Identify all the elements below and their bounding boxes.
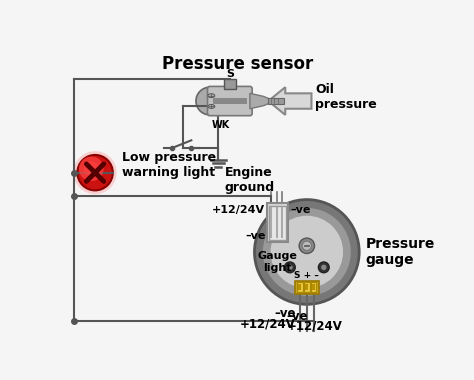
Polygon shape	[268, 87, 311, 115]
Text: S + –: S + –	[293, 271, 319, 280]
Circle shape	[287, 264, 292, 270]
Text: Low pressure
warning light: Low pressure warning light	[122, 151, 216, 179]
Circle shape	[270, 215, 344, 289]
Circle shape	[83, 161, 99, 176]
Text: –ve: –ve	[245, 231, 265, 241]
Ellipse shape	[208, 105, 215, 108]
Circle shape	[284, 262, 295, 273]
Circle shape	[73, 151, 117, 194]
Circle shape	[87, 165, 95, 173]
Circle shape	[299, 238, 315, 253]
Text: +12/24V: +12/24V	[287, 319, 343, 332]
Bar	[298, 283, 301, 290]
Text: –ve: –ve	[274, 307, 296, 320]
Text: +12/24V: +12/24V	[212, 204, 265, 215]
Text: Pressure
gauge: Pressure gauge	[365, 237, 435, 267]
Bar	[267, 203, 288, 242]
Bar	[269, 206, 286, 240]
Ellipse shape	[208, 94, 215, 98]
Bar	[213, 98, 247, 104]
FancyBboxPatch shape	[208, 86, 252, 116]
Circle shape	[302, 241, 311, 250]
Bar	[312, 283, 315, 290]
Bar	[268, 98, 284, 104]
Circle shape	[255, 200, 359, 304]
Bar	[294, 281, 319, 293]
Bar	[224, 79, 236, 89]
Text: S: S	[226, 69, 234, 79]
Bar	[305, 283, 309, 290]
Circle shape	[79, 157, 103, 181]
Text: –ve: –ve	[291, 204, 311, 215]
Bar	[297, 282, 302, 292]
Circle shape	[196, 87, 224, 115]
Text: Gauge
light: Gauge light	[258, 251, 298, 273]
Text: Engine
ground: Engine ground	[225, 166, 274, 194]
Bar	[304, 282, 310, 292]
Text: +12/24V: +12/24V	[240, 318, 296, 331]
Polygon shape	[250, 93, 269, 109]
Circle shape	[321, 264, 327, 270]
Circle shape	[262, 207, 352, 297]
Circle shape	[77, 155, 113, 190]
Bar	[311, 282, 317, 292]
Text: Oil
pressure: Oil pressure	[315, 83, 377, 111]
Text: –ve: –ve	[287, 310, 308, 323]
Text: Pressure sensor: Pressure sensor	[162, 55, 313, 73]
Text: WK: WK	[211, 120, 229, 130]
Circle shape	[319, 262, 329, 273]
